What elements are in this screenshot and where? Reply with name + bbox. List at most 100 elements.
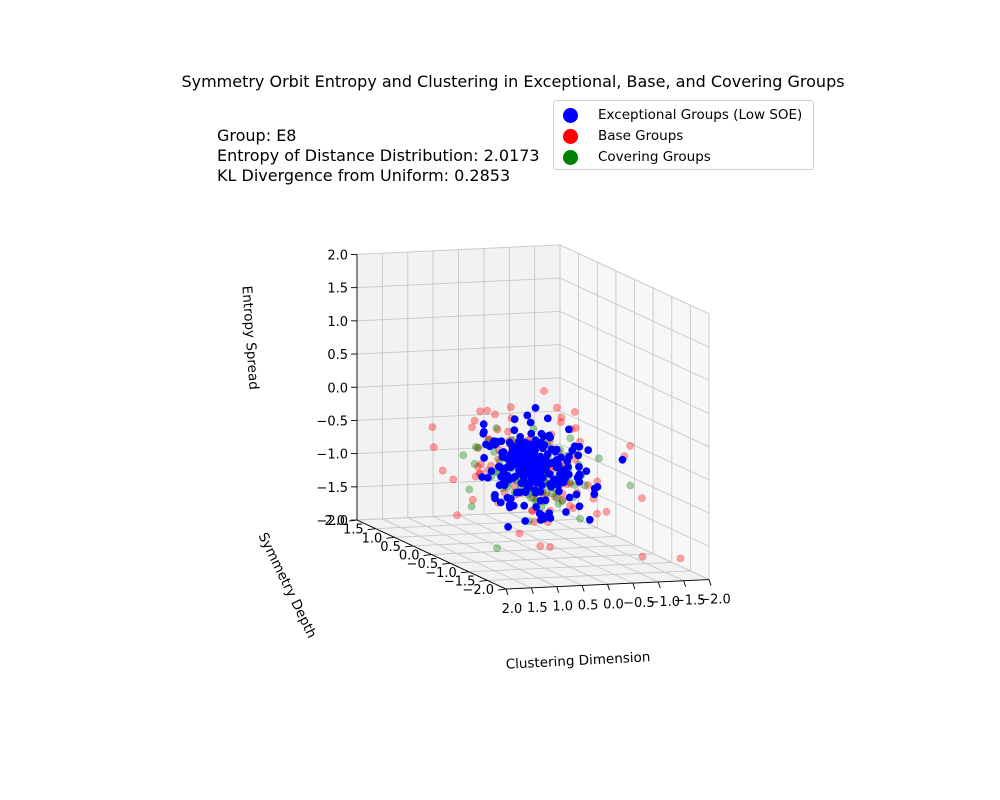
data-point xyxy=(471,443,480,451)
y-tick-mark xyxy=(479,579,488,582)
data-point xyxy=(529,446,538,454)
data-point xyxy=(514,445,522,453)
data-point xyxy=(521,488,530,497)
x-tick-mark xyxy=(581,585,585,592)
data-point xyxy=(602,507,611,516)
data-point xyxy=(566,434,575,443)
data-point xyxy=(584,481,592,489)
data-point xyxy=(539,432,548,441)
data-point xyxy=(521,462,530,470)
data-point xyxy=(557,413,566,422)
gridline-y xyxy=(412,270,617,547)
x-tick-mark xyxy=(632,582,636,590)
data-point xyxy=(571,424,580,432)
legend-label-base: Base Groups xyxy=(598,128,684,144)
data-point xyxy=(506,403,515,412)
data-point xyxy=(593,509,601,518)
annotation-entropy-line: Entropy of Distance Distribution: 2.0173 xyxy=(217,146,540,165)
data-point xyxy=(496,498,505,507)
data-point xyxy=(557,418,565,426)
gridline-y xyxy=(468,296,673,573)
data-point xyxy=(474,443,483,452)
z-tick-label: 1.5 xyxy=(327,282,348,297)
z-tick-label: 1.0 xyxy=(327,315,348,330)
data-point xyxy=(493,425,502,434)
x-tick-label: −2.0 xyxy=(699,593,731,608)
data-point xyxy=(529,452,537,461)
data-point xyxy=(483,406,491,415)
tick-labels: 2.02.0−2.01.51.5−1.51.01.0−1.00.50.5−0.5… xyxy=(316,248,730,617)
data-point xyxy=(570,408,579,416)
legend-marker-base xyxy=(563,128,578,144)
x-tick-label: 2.0 xyxy=(502,602,523,617)
y-tick-label: 0.0 xyxy=(399,549,420,564)
data-point xyxy=(581,481,589,490)
data-point xyxy=(546,543,554,551)
data-point xyxy=(536,496,545,505)
y-tick-mark xyxy=(404,545,413,548)
x-tick-mark xyxy=(683,580,687,587)
chart-title: Symmetry Orbit Entropy and Clustering in… xyxy=(181,72,845,91)
y-tick-label: 2.0 xyxy=(324,514,345,529)
data-point xyxy=(526,418,535,427)
data-point xyxy=(510,415,519,424)
x-tick-mark xyxy=(530,587,534,595)
data-point xyxy=(487,467,496,475)
grid-lines xyxy=(356,244,710,590)
data-point xyxy=(568,446,577,455)
data-point xyxy=(566,501,574,510)
data-point xyxy=(618,455,627,464)
data-point xyxy=(526,493,535,502)
gridline-y xyxy=(431,279,635,555)
x-tick-mark xyxy=(607,584,610,591)
gridline-y xyxy=(450,288,654,564)
y-tick-label: −1.0 xyxy=(425,566,457,581)
data-point xyxy=(503,493,512,502)
y-tick-mark xyxy=(442,562,451,565)
data-point xyxy=(638,494,646,502)
data-point xyxy=(676,554,685,563)
data-point xyxy=(527,429,536,438)
data-point xyxy=(532,503,540,511)
data-point xyxy=(546,480,554,489)
y-axis-title: Symmetry Depth xyxy=(255,530,320,641)
y-tick-label: −1.5 xyxy=(444,574,476,589)
data-point xyxy=(626,441,635,450)
z-tick-label: −0.5 xyxy=(316,414,348,429)
data-point xyxy=(438,466,447,475)
x-tick-mark xyxy=(708,579,712,586)
data-point xyxy=(459,451,468,460)
data-point xyxy=(521,517,530,525)
data-point xyxy=(473,462,482,471)
legend: Exceptional Groups (Low SOE) Base Groups… xyxy=(553,100,814,170)
data-point xyxy=(523,411,532,420)
gridline-y xyxy=(356,244,561,521)
data-point xyxy=(546,470,554,478)
data-point xyxy=(575,462,583,471)
data-point xyxy=(498,453,507,461)
legend-marker-exceptional xyxy=(563,107,578,123)
data-point xyxy=(480,453,488,462)
data-point xyxy=(543,414,552,423)
x-tick-mark xyxy=(657,581,661,589)
data-point xyxy=(470,416,479,425)
data-point xyxy=(531,403,540,412)
data-point xyxy=(517,479,526,488)
data-point xyxy=(565,470,573,479)
data-point xyxy=(490,490,499,499)
y-tick-label: 0.5 xyxy=(380,540,401,555)
legend-label-covering: Covering Groups xyxy=(598,149,711,165)
data-point xyxy=(539,465,547,474)
data-point xyxy=(510,426,519,435)
data-point xyxy=(536,516,545,524)
z-tick-label: 0.0 xyxy=(327,381,348,396)
z-axis-title: Entropy Spread xyxy=(238,285,261,390)
data-point xyxy=(575,442,584,451)
data-point xyxy=(584,446,593,454)
data-point xyxy=(585,515,594,524)
data-point xyxy=(476,407,484,416)
data-point xyxy=(558,496,567,504)
group-annotation: Group: E8 Entropy of Distance Distributi… xyxy=(217,126,540,186)
gridline-y xyxy=(394,262,598,538)
